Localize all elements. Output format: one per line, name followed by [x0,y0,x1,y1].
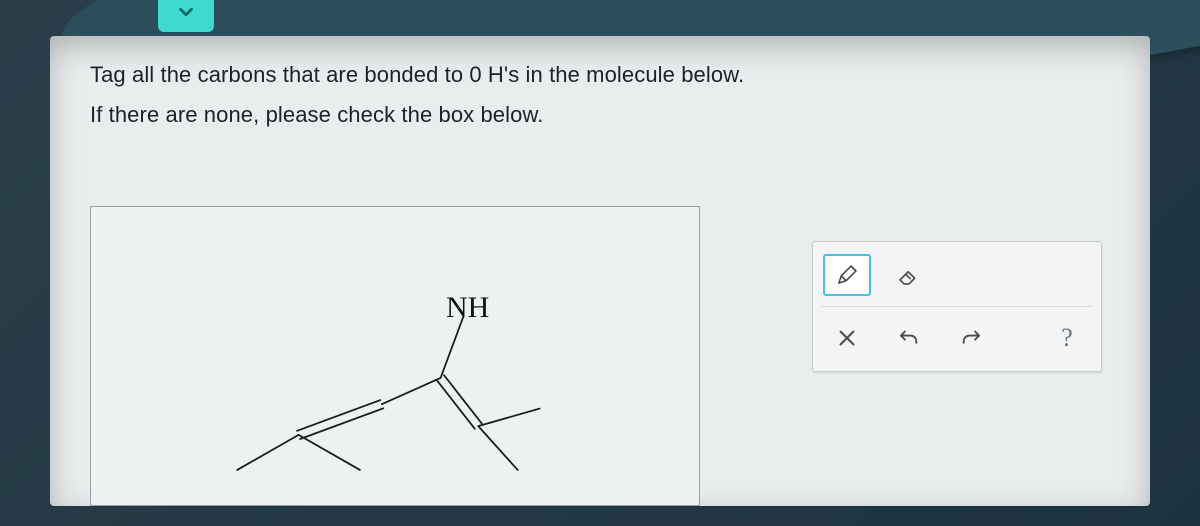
close-icon [834,325,860,351]
undo-button[interactable] [885,317,933,359]
chevron-down-icon [175,1,197,23]
eraser-icon [896,262,922,288]
question-line-2: If there are none, please check the box … [90,102,1110,128]
app-background: Tag all the carbons that are bonded to 0… [0,0,1200,526]
redo-icon [958,325,984,351]
drawing-toolbox: ? [812,241,1102,372]
molecule-drawing [91,207,699,505]
clear-button[interactable] [823,317,871,359]
question-card: Tag all the carbons that are bonded to 0… [50,36,1150,506]
undo-icon [896,325,922,351]
eraser-tool-button[interactable] [885,254,933,296]
molecule-canvas[interactable]: NH [90,206,700,506]
tool-row-top [821,250,1093,300]
question-line-1: Tag all the carbons that are bonded to 0… [90,62,1110,88]
redo-button[interactable] [947,317,995,359]
help-button[interactable]: ? [1043,317,1091,359]
nav-dropdown-tab[interactable] [158,0,214,32]
tool-row-bottom: ? [821,306,1093,363]
atom-label-nh: NH [446,291,489,325]
pen-tool-button[interactable] [823,254,871,296]
help-icon: ? [1061,323,1073,353]
pen-icon [834,262,860,288]
